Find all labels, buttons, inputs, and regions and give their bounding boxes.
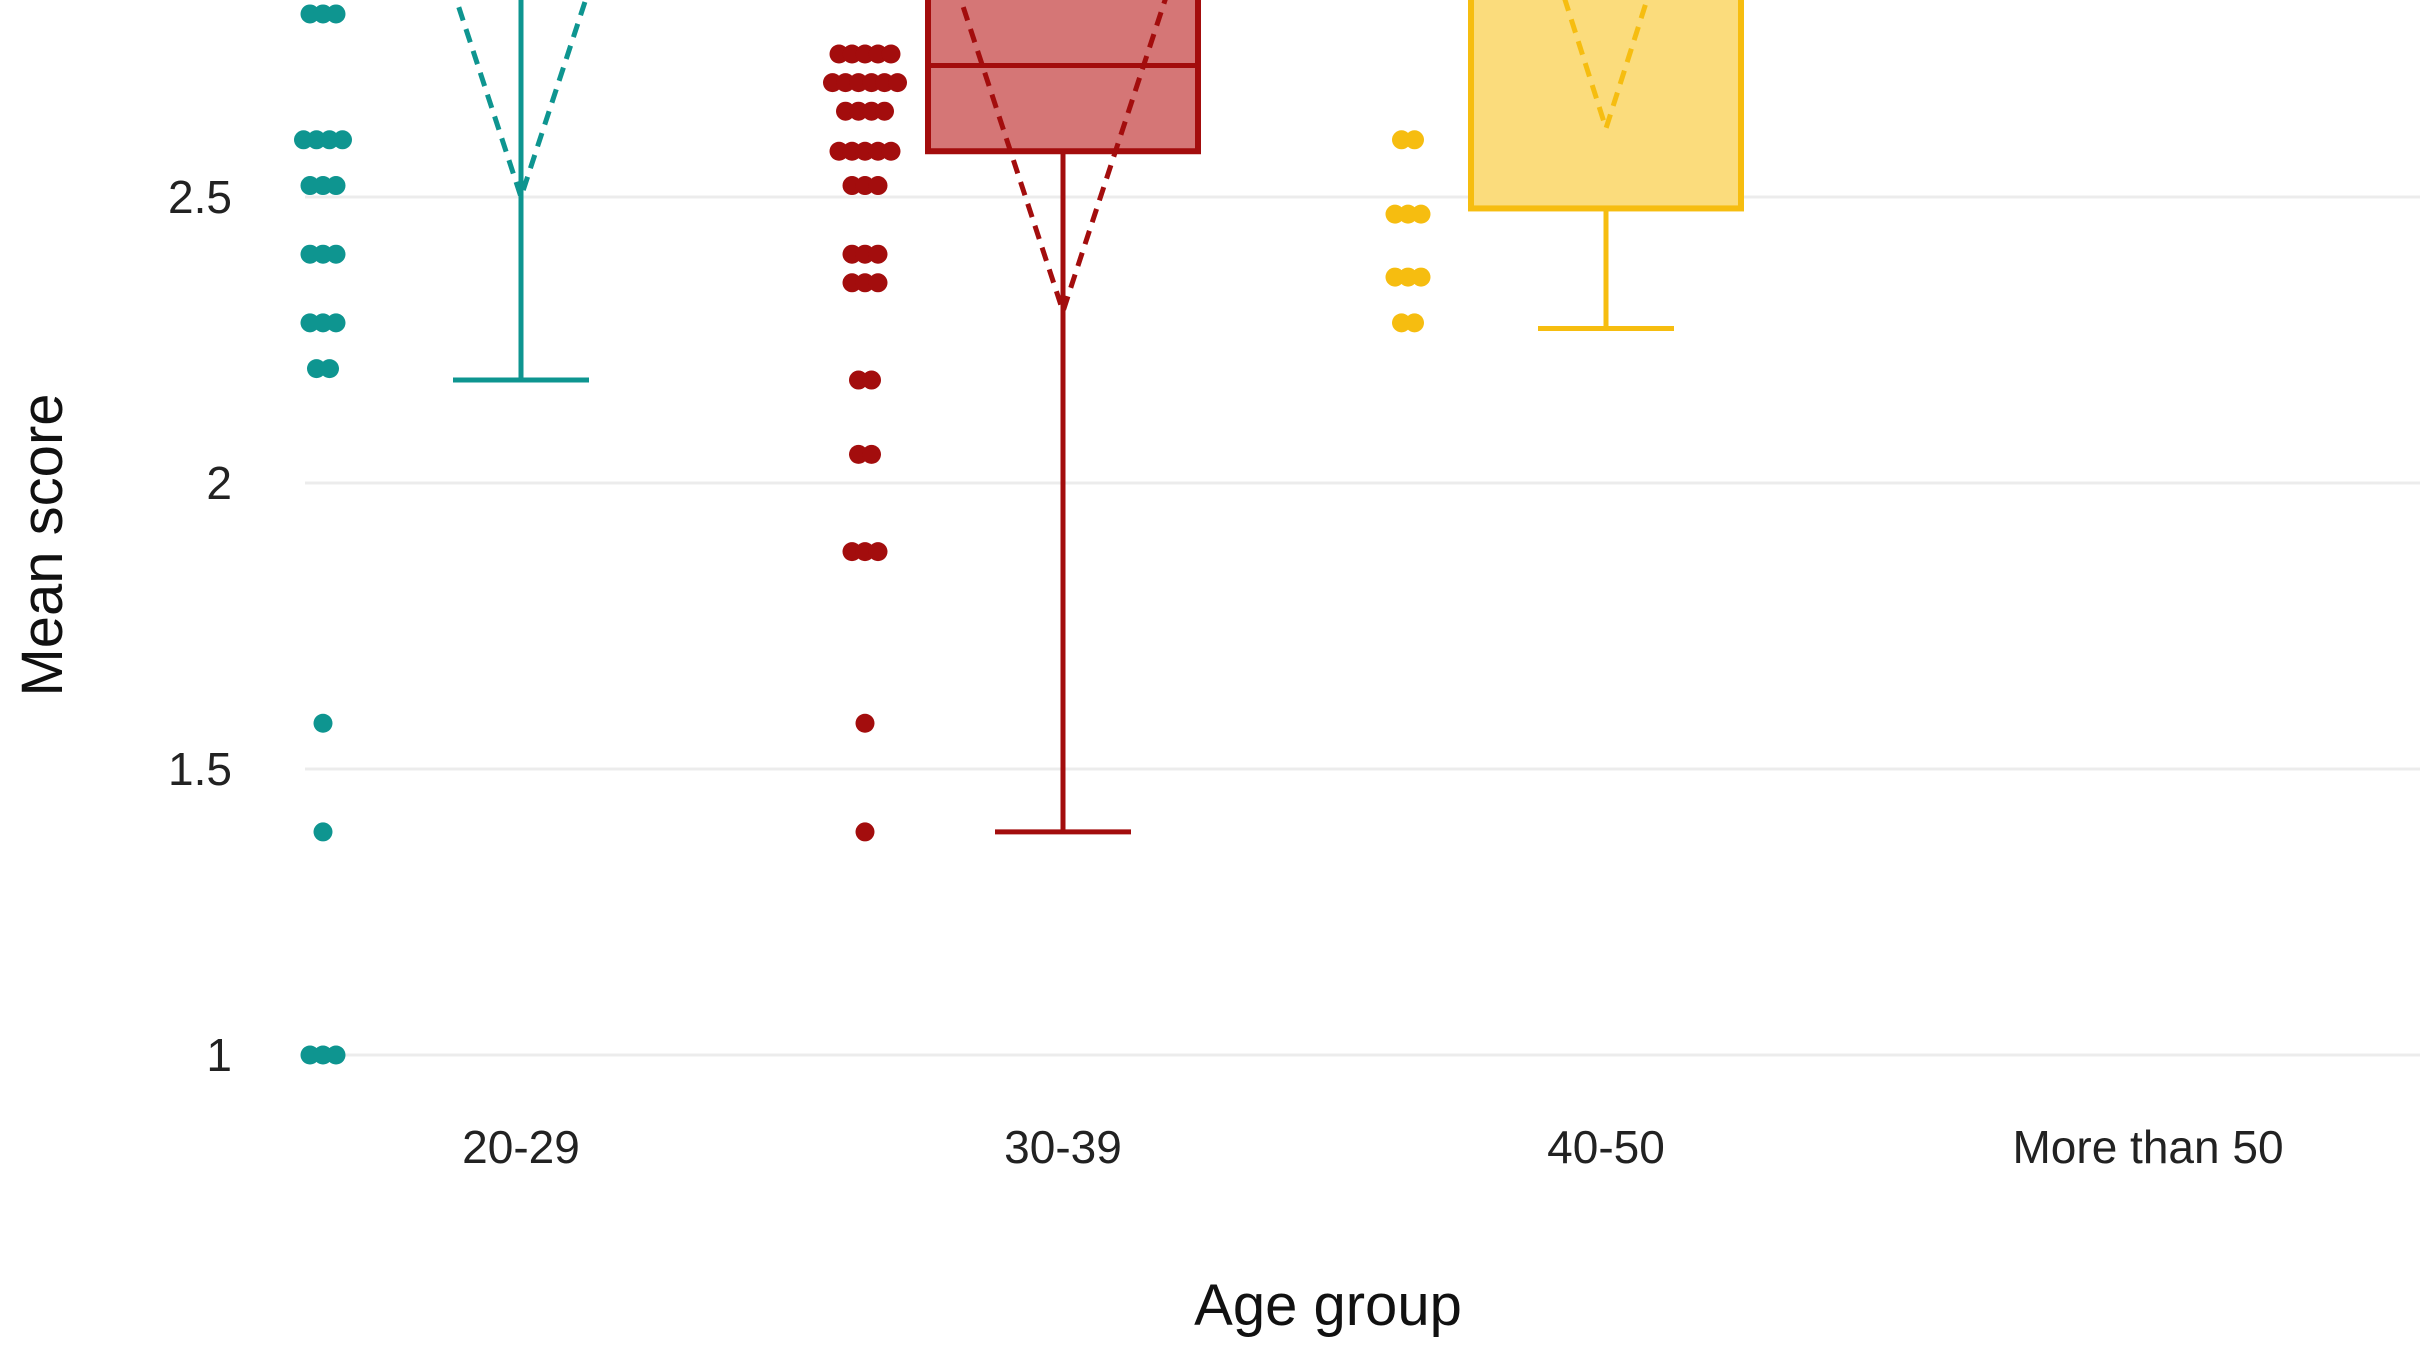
data-point <box>842 176 862 196</box>
data-point <box>1392 313 1411 333</box>
data-point <box>855 273 875 293</box>
data-point <box>313 713 333 733</box>
data-point <box>1405 313 1424 333</box>
x-tick-label: 40-50 <box>1547 1121 1665 1173</box>
point-cloud <box>294 4 352 1065</box>
y-tick-label: 2 <box>206 457 232 509</box>
data-point <box>849 370 868 390</box>
data-point <box>829 141 849 161</box>
data-point <box>294 130 313 150</box>
data-point <box>313 244 333 264</box>
data-point <box>326 244 346 264</box>
data-point <box>1405 130 1424 150</box>
data-point <box>868 542 888 562</box>
data-point <box>855 822 875 842</box>
y-tick-label: 2.5 <box>168 171 232 223</box>
data-point <box>1385 267 1405 287</box>
data-point <box>868 176 888 196</box>
y-tick-label: 1.5 <box>168 743 232 795</box>
box-iqr <box>1468 0 1744 212</box>
x-tick-label: 30-39 <box>1004 1121 1122 1173</box>
data-point <box>313 4 333 24</box>
box-group <box>823 0 1201 842</box>
data-point <box>862 101 881 121</box>
data-point <box>842 244 862 264</box>
data-point <box>313 1045 333 1065</box>
data-point <box>823 73 842 93</box>
data-point <box>855 176 875 196</box>
data-point <box>855 713 875 733</box>
grid-layer <box>305 195 2420 1057</box>
data-point <box>313 176 333 196</box>
data-point <box>868 273 888 293</box>
data-point <box>326 4 346 24</box>
y-tick-label: 1 <box>206 1029 232 1081</box>
data-point <box>862 370 881 390</box>
data-point <box>868 44 888 64</box>
box-group <box>294 0 589 1065</box>
data-point <box>875 73 894 93</box>
data-point <box>842 542 862 562</box>
data-point <box>862 73 881 93</box>
data-point <box>881 44 901 64</box>
box-groups <box>294 0 1744 1065</box>
point-cloud <box>823 44 907 842</box>
data-point <box>1398 267 1418 287</box>
data-point <box>849 444 868 464</box>
data-point <box>836 73 855 93</box>
data-point <box>855 44 875 64</box>
box-group <box>1385 0 1744 333</box>
data-point <box>333 130 352 150</box>
data-point <box>855 542 875 562</box>
data-point <box>875 101 894 121</box>
data-point <box>849 101 868 121</box>
data-point <box>326 176 346 196</box>
data-point <box>842 141 862 161</box>
data-point <box>1411 267 1431 287</box>
data-point <box>868 244 888 264</box>
data-point <box>1392 130 1411 150</box>
x-tick-label: More than 50 <box>2012 1121 2283 1173</box>
box-iqr <box>925 0 1201 155</box>
data-point <box>868 141 888 161</box>
data-point <box>881 141 901 161</box>
y-axis-ticks: 11.522.533.544.5 <box>168 171 232 1081</box>
data-point <box>307 130 326 150</box>
x-axis-title: Age group <box>1194 1273 1462 1338</box>
data-point <box>300 313 320 333</box>
data-point <box>829 44 849 64</box>
data-point <box>1385 204 1405 224</box>
data-point <box>313 822 333 842</box>
data-point <box>320 359 339 379</box>
data-point <box>855 244 875 264</box>
data-point <box>300 176 320 196</box>
data-point <box>842 273 862 293</box>
point-cloud <box>1385 130 1431 333</box>
data-point <box>862 444 881 464</box>
data-point <box>313 313 333 333</box>
data-point <box>326 1045 346 1065</box>
data-point <box>326 313 346 333</box>
x-tick-label: 20-29 <box>462 1121 580 1173</box>
data-point <box>849 73 868 93</box>
data-point <box>300 4 320 24</box>
data-point <box>307 359 326 379</box>
data-point <box>320 130 339 150</box>
data-point <box>836 101 855 121</box>
x-axis-ticks: 20-29 30-39 40-50 More than 50 <box>462 1121 2283 1173</box>
data-point <box>1398 204 1418 224</box>
data-point <box>300 244 320 264</box>
data-point <box>855 141 875 161</box>
data-point <box>300 1045 320 1065</box>
data-point <box>888 73 907 93</box>
data-point <box>1411 204 1431 224</box>
data-point <box>842 44 862 64</box>
y-axis-title: Mean score <box>10 393 75 696</box>
